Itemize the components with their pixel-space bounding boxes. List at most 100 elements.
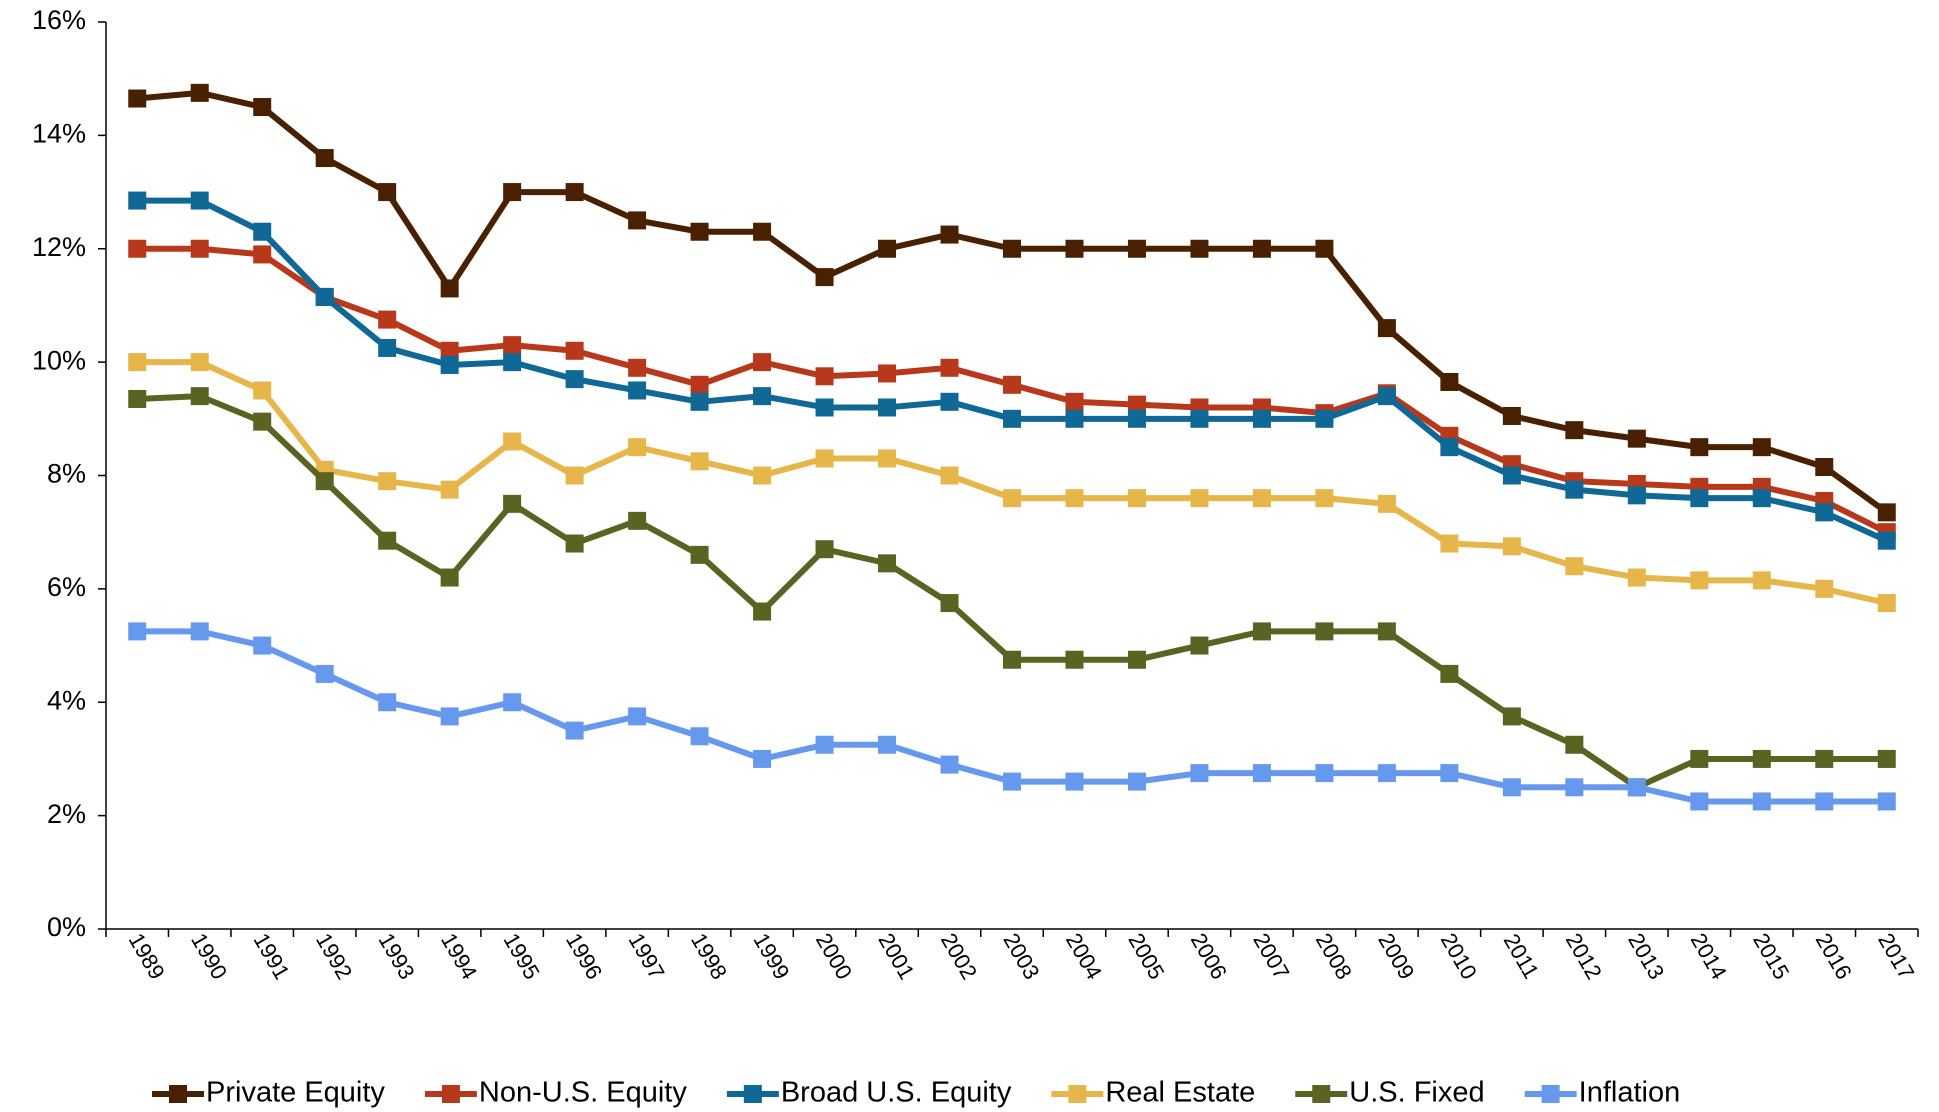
series-marker — [815, 367, 834, 386]
x-tick-label: 1995 — [499, 929, 545, 984]
series-marker — [940, 594, 959, 613]
x-tick-label: 2005 — [1123, 929, 1169, 984]
series-marker — [378, 183, 397, 202]
series-marker — [565, 721, 584, 740]
legend-label: Non-U.S. Equity — [479, 1077, 687, 1109]
series-marker — [128, 89, 147, 108]
series-marker — [1190, 764, 1209, 783]
series-marker — [1440, 764, 1459, 783]
series-marker — [253, 636, 272, 655]
series-marker — [1815, 579, 1834, 598]
series-marker — [753, 466, 772, 485]
series-marker — [190, 239, 209, 258]
series-marker — [628, 707, 647, 726]
x-tick-label: 2000 — [811, 929, 857, 984]
series-marker — [440, 355, 459, 374]
series-marker — [1502, 406, 1521, 425]
x-tick-label: 1999 — [748, 929, 794, 984]
series-marker — [1065, 392, 1084, 411]
series-marker — [815, 398, 834, 417]
y-tick-label: 2% — [47, 799, 86, 829]
series-marker — [1252, 489, 1271, 508]
series-marker — [1065, 772, 1084, 791]
x-tick-label: 2015 — [1748, 929, 1794, 984]
series-marker — [253, 245, 272, 264]
series-marker — [1877, 594, 1896, 613]
series-marker — [753, 387, 772, 406]
series-marker — [378, 531, 397, 550]
series-marker — [1877, 749, 1896, 768]
x-tick-label: 1992 — [311, 929, 357, 984]
series-marker — [1565, 421, 1584, 440]
x-tick-label: 2014 — [1686, 929, 1732, 984]
x-tick-label: 2013 — [1623, 929, 1669, 984]
series-marker — [1315, 489, 1334, 508]
series-marker — [1127, 395, 1146, 414]
x-tick-label: 2009 — [1373, 929, 1419, 984]
series-marker — [440, 568, 459, 587]
series-marker — [1877, 503, 1896, 522]
series-marker — [1565, 735, 1584, 754]
x-tick-label: 2016 — [1811, 929, 1857, 984]
series-marker — [815, 449, 834, 468]
series-marker — [753, 602, 772, 621]
series-marker — [1752, 749, 1771, 768]
series-marker — [1627, 778, 1646, 797]
legend-label: Inflation — [1579, 1077, 1681, 1109]
legend-marker — [1541, 1085, 1560, 1103]
series-line — [136, 89, 1889, 515]
series-marker — [1502, 537, 1521, 556]
series-marker — [753, 749, 772, 768]
x-tick-label: 2003 — [998, 929, 1044, 984]
legend-marker — [1312, 1085, 1331, 1103]
x-tick-label: 1998 — [686, 929, 732, 984]
series-marker — [190, 353, 209, 372]
series-line — [137, 393, 1887, 791]
series-marker — [940, 755, 959, 774]
series-marker — [128, 622, 147, 641]
series-marker — [815, 735, 834, 754]
series-marker — [1440, 438, 1459, 457]
series-marker — [940, 466, 959, 485]
series-marker — [565, 534, 584, 553]
series-marker — [628, 211, 647, 230]
series-marker — [1127, 239, 1146, 258]
series-marker — [1003, 239, 1021, 258]
series-marker — [1627, 568, 1646, 587]
series-marker — [1190, 489, 1209, 508]
series-marker — [815, 540, 834, 559]
series-marker — [315, 149, 334, 168]
y-tick-label: 8% — [47, 459, 86, 489]
series-marker — [878, 398, 897, 417]
series-marker — [628, 381, 647, 400]
x-tick-label: 2002 — [936, 929, 982, 984]
legend-marker — [1068, 1085, 1087, 1103]
series-marker — [1065, 239, 1084, 258]
series-marker — [128, 239, 147, 258]
series-marker — [878, 449, 897, 468]
x-tick-label: 2017 — [1873, 929, 1919, 984]
series-marker — [565, 370, 584, 389]
series-marker — [690, 375, 709, 394]
legend-label: U.S. Fixed — [1349, 1077, 1484, 1109]
series-marker — [1065, 489, 1084, 508]
series-marker — [1815, 792, 1834, 811]
series-marker — [503, 336, 522, 355]
series-marker — [940, 358, 959, 377]
series-marker — [1752, 571, 1771, 590]
y-tick-label: 6% — [47, 572, 86, 602]
series-marker — [378, 693, 397, 712]
series-marker — [190, 191, 209, 210]
series-marker — [1252, 622, 1271, 641]
series-marker — [1752, 792, 1771, 811]
series-marker — [128, 353, 147, 372]
series-marker — [1815, 503, 1834, 522]
series-marker — [1877, 531, 1896, 550]
series-marker — [1377, 387, 1396, 406]
x-tick-label: 1991 — [249, 929, 295, 984]
series-marker — [1440, 534, 1459, 553]
series-marker — [1565, 480, 1584, 499]
series-marker — [315, 472, 334, 491]
series-marker — [1315, 239, 1334, 258]
